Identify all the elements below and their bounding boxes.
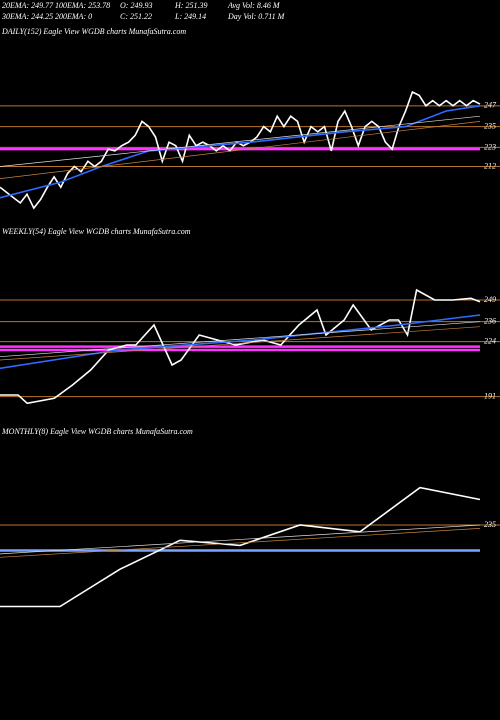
price-line [0, 321, 481, 358]
price-line [0, 486, 481, 608]
price-line [0, 314, 481, 370]
price-line [0, 326, 481, 361]
level-label: 212 [484, 161, 496, 170]
header-stat: 20EMA: 249.77 [2, 1, 54, 10]
header-stat: O: 249.93 [120, 1, 152, 10]
level-label: 191 [484, 391, 496, 400]
price-line [0, 121, 481, 179]
header-stat: 200EMA: 0 [55, 12, 92, 21]
level-label: 236 [484, 316, 496, 325]
price-line [0, 524, 481, 555]
level-label: 235 [484, 520, 496, 529]
price-line [0, 288, 481, 405]
header-stat: 100EMA: 253.78 [55, 1, 110, 10]
panel-title: DAILY(152) Eagle View WGDB charts Munafa… [1, 27, 186, 36]
panel-title: WEEKLY(54) Eagle View WGDB charts Munafa… [2, 227, 191, 236]
level-label: 224 [484, 336, 496, 345]
header-stat: H: 251.39 [174, 1, 207, 10]
header-stat: Avg Vol: 8.46 M [227, 1, 281, 10]
level-label: 247 [484, 101, 497, 110]
price-line [0, 115, 481, 167]
price-line [0, 528, 481, 558]
price-line [0, 105, 481, 199]
header-stat: C: 251.22 [120, 12, 152, 21]
panel-title: MONTHLY(8) Eagle View WGDB charts Munafa… [1, 427, 193, 436]
header-stat: Day Vol: 0.711 M [227, 12, 286, 21]
header-stat: L: 249.14 [174, 12, 206, 21]
level-label: 249 [484, 295, 496, 304]
price-line [0, 90, 481, 210]
header-stat: 30EMA: 244.25 [1, 12, 53, 21]
level-label: 223 [484, 142, 496, 151]
level-label: 235 [484, 121, 496, 130]
